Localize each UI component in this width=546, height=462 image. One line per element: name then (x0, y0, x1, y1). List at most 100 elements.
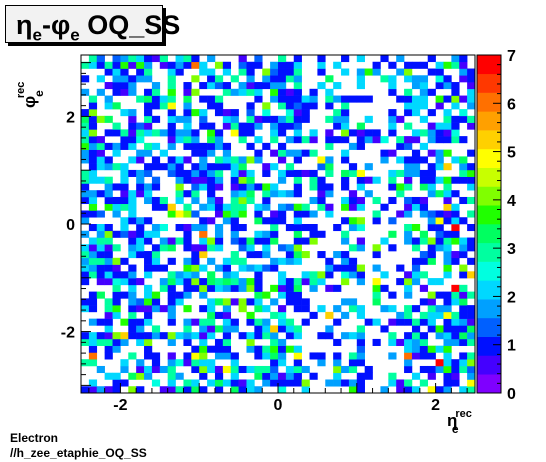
heatmap-cell (96, 257, 105, 265)
heatmap-cell (270, 311, 279, 319)
heatmap-cell (222, 142, 232, 150)
heatmap-cell (151, 325, 161, 333)
heatmap-cell (404, 88, 413, 96)
heatmap-cell (388, 318, 397, 326)
heatmap-cell (199, 291, 208, 299)
heatmap-cell (285, 75, 295, 83)
heatmap-cell (404, 210, 413, 218)
heatmap-cell (309, 311, 318, 319)
heatmap-cell (199, 352, 208, 360)
heatmap-cell (333, 352, 342, 360)
heatmap-cell (404, 169, 413, 177)
heatmap-cell (317, 278, 326, 286)
heatmap-cell (214, 224, 224, 232)
heatmap-cell (128, 75, 137, 83)
heatmap-cell (254, 122, 263, 130)
heatmap-cell (443, 217, 452, 225)
heatmap-cell (112, 298, 121, 306)
heatmap-cell (151, 359, 161, 367)
heatmap-cell (167, 129, 176, 137)
heatmap-cell (136, 372, 145, 380)
heatmap-cell (191, 163, 200, 171)
heatmap-cell (427, 149, 436, 157)
heatmap-cell (451, 217, 460, 225)
heatmap-cell (191, 284, 200, 292)
heatmap-cell (364, 176, 373, 184)
heatmap-cell (167, 88, 176, 96)
heatmap-cell (199, 244, 208, 252)
heatmap-cell (270, 210, 279, 218)
heatmap-cell (81, 115, 90, 123)
heatmap-cell (467, 196, 476, 205)
heatmap-cell (120, 278, 129, 286)
heatmap-cell (230, 75, 239, 83)
heatmap-cell (459, 163, 468, 171)
heatmap-cell (120, 365, 129, 374)
heatmap-cell (120, 75, 129, 83)
heatmap-cell (443, 136, 452, 144)
heatmap-cell (388, 244, 397, 252)
heatmap-cell (120, 55, 129, 63)
heatmap-cell (183, 379, 192, 387)
heatmap-cell (285, 257, 295, 265)
heatmap-cell (325, 183, 334, 191)
heatmap-cell (270, 338, 279, 346)
heatmap-cell (214, 142, 224, 150)
heatmap-cell (356, 338, 365, 346)
heatmap-cell (207, 298, 216, 306)
heatmap-cell (325, 203, 334, 211)
heatmap-cell (356, 278, 365, 286)
heatmap-cell (427, 244, 436, 252)
heatmap-cell (144, 61, 153, 69)
heatmap-cell (230, 163, 239, 171)
heatmap-cell (81, 244, 90, 252)
heatmap-cell (270, 365, 279, 374)
y-tick-label: -2 (61, 325, 75, 342)
heatmap-cell (293, 224, 302, 232)
heatmap-cell (96, 163, 105, 171)
heatmap-cell (81, 122, 90, 130)
heatmap-cell (96, 88, 105, 96)
heatmap-cell (128, 156, 137, 164)
heatmap-cell (396, 190, 405, 198)
y-axis-ticks: -202 (61, 62, 91, 386)
heatmap-cell (88, 332, 98, 340)
heatmap-cell (183, 318, 192, 326)
heatmap-cell (96, 237, 105, 245)
heatmap-cell (128, 190, 137, 198)
heatmap-cell (214, 311, 224, 319)
heatmap-cell (238, 136, 247, 144)
heatmap-cell (317, 332, 326, 340)
heatmap-cell (183, 278, 192, 286)
heatmap-cell (151, 305, 161, 313)
heatmap-cell (151, 115, 161, 123)
heatmap-cell (396, 136, 405, 144)
heatmap-cell (207, 55, 216, 63)
title-box: ηe-φe OQ_SS (5, 5, 180, 44)
heatmap-cell (285, 169, 295, 177)
heatmap-cell (246, 142, 255, 150)
heatmap-cell (317, 156, 326, 164)
palette-swatch (477, 55, 501, 75)
heatmap-cell (96, 291, 105, 299)
heatmap-cell (467, 169, 476, 177)
heatmap-cell (151, 251, 161, 259)
heatmap-cell (175, 271, 184, 279)
heatmap-cell (411, 332, 421, 340)
heatmap-cell (144, 169, 153, 177)
heatmap-cell (404, 278, 413, 286)
heatmap-cell (419, 345, 429, 353)
heatmap-cell (427, 237, 436, 245)
heatmap-cell (238, 129, 247, 137)
heatmap-cell (246, 298, 255, 306)
heatmap-cell (246, 122, 255, 130)
heatmap-cell (317, 359, 326, 367)
heatmap-cell (317, 305, 326, 313)
heatmap-cell (372, 264, 381, 272)
heatmap-cell (459, 325, 468, 333)
heatmap-cell (88, 338, 98, 346)
heatmap-cell (191, 224, 200, 232)
heatmap-cell (396, 55, 405, 63)
heatmap-cell (459, 318, 468, 326)
heatmap-cell (404, 230, 413, 238)
